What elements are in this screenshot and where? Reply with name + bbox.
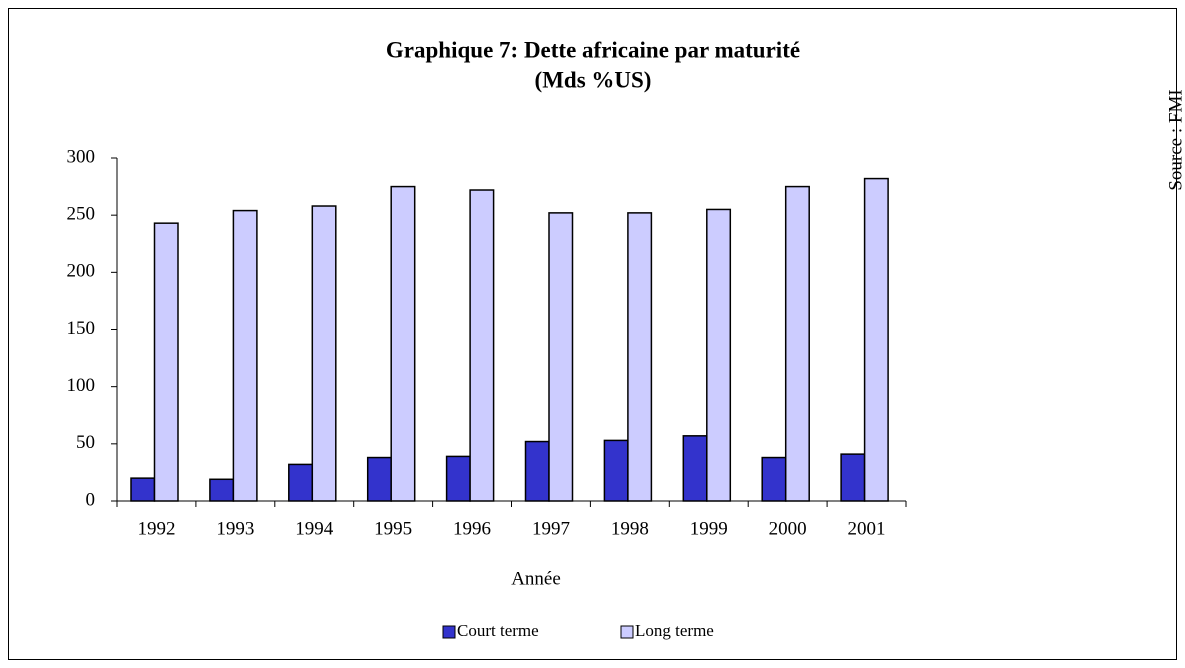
- x-tick-label: 1993: [216, 518, 254, 539]
- x-axis-label: Année: [511, 568, 561, 589]
- bar: [390, 185, 416, 502]
- legend-swatch: [620, 625, 634, 639]
- y-tick-label: 250: [67, 204, 96, 225]
- bar: [130, 477, 156, 502]
- bar: [548, 212, 574, 502]
- bar: [682, 435, 708, 502]
- chart-border: [8, 8, 1177, 660]
- bar: [311, 205, 337, 502]
- bar: [469, 189, 495, 502]
- bar: [784, 185, 810, 502]
- bar: [863, 177, 889, 502]
- bar: [761, 456, 787, 502]
- y-tick-label: 100: [67, 375, 96, 396]
- chart-title: (Mds %US): [535, 67, 652, 92]
- bar: [445, 455, 471, 502]
- legend-label: Long terme: [635, 621, 714, 640]
- bar: [366, 456, 392, 502]
- legend-label: Court terme: [457, 621, 539, 640]
- x-tick-label: 1994: [295, 518, 334, 539]
- y-tick-label: 150: [67, 318, 96, 339]
- x-tick-label: 2001: [848, 518, 886, 539]
- chart-title: Graphique 7: Dette africaine par maturit…: [386, 37, 800, 62]
- x-tick-label: 1996: [453, 518, 491, 539]
- y-tick-label: 50: [76, 432, 95, 453]
- y-tick-label: 300: [67, 146, 96, 167]
- bar: [603, 439, 629, 502]
- x-tick-label: 1995: [374, 518, 412, 539]
- x-tick-label: 1997: [532, 518, 570, 539]
- x-tick-label: 1999: [690, 518, 728, 539]
- bar: [840, 453, 866, 502]
- bar: [524, 440, 550, 502]
- y-tick-label: 200: [67, 261, 96, 282]
- x-tick-label: 1998: [611, 518, 649, 539]
- legend-swatch: [442, 625, 456, 639]
- source-note: Source : FMI: [1165, 89, 1185, 190]
- bar: [288, 463, 314, 502]
- bar: [153, 222, 179, 502]
- x-tick-label: 1992: [137, 518, 175, 539]
- bar: [232, 209, 258, 502]
- y-tick-label: 0: [86, 489, 96, 510]
- x-tick-label: 2000: [769, 518, 807, 539]
- bar: [706, 208, 732, 502]
- bar: [209, 478, 235, 502]
- bar: [627, 212, 653, 502]
